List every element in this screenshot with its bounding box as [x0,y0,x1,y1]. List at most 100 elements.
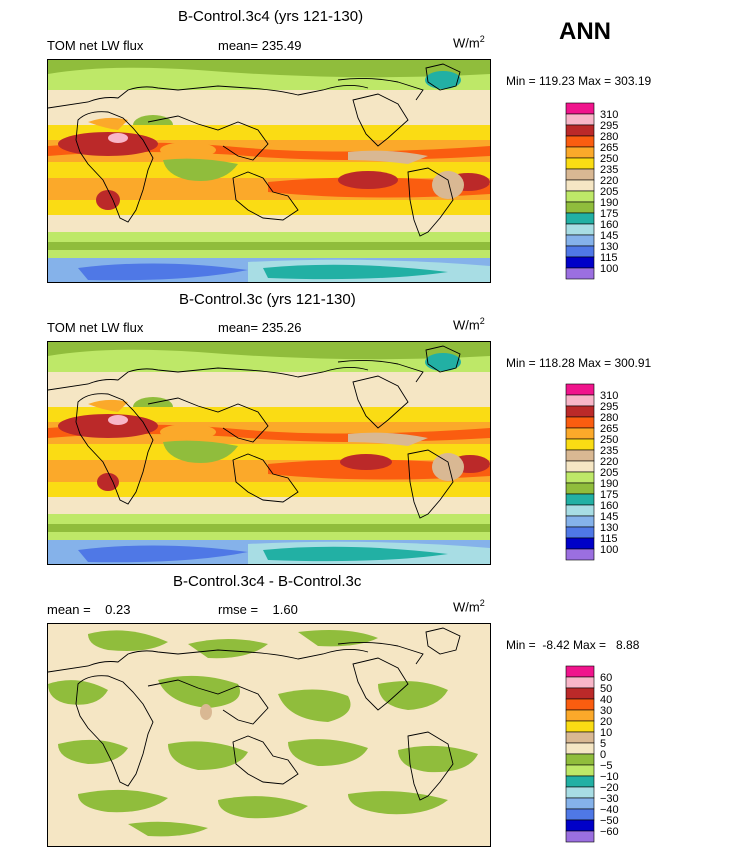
colorbar-tick-label: 5 [600,738,606,750]
colorbar-swatch [565,482,595,495]
colorbar-tick-label: 115 [600,252,618,264]
colorbar-swatch [565,537,595,550]
colorbar-swatch [565,775,595,788]
colorbar-tick-label: 175 [600,208,618,220]
colorbar-swatch [565,460,595,473]
colorbar-tick-label: 130 [600,522,618,534]
panel-1-map-field [48,60,490,282]
panel-1-units: W/m2 [453,34,485,51]
colorbar-swatch [565,676,595,689]
colorbar-swatch [565,819,595,832]
panel-2-map-field [48,342,490,564]
panel-3-rmse-label: rmse = 1.60 [218,602,298,617]
panel-3-units: W/m2 [453,598,485,615]
colorbar-tick-label: 250 [600,153,618,165]
colorbar-swatch [565,416,595,429]
colorbar-tick-label: 265 [600,423,618,435]
colorbar-tick-label: 205 [600,467,618,479]
colorbar-swatch [565,394,595,407]
colorbar-swatch [565,786,595,799]
colorbar-tick-label: 115 [600,533,618,545]
colorbar-swatch [565,471,595,484]
colorbar-swatch [565,179,595,192]
colorbar-swatch [565,687,595,700]
colorbar-swatch [565,449,595,462]
colorbar-tick-label: 10 [600,727,612,739]
colorbar-tick-label: 310 [600,390,618,402]
colorbar-swatch [565,223,595,236]
colorbar-tick-label: 250 [600,434,618,446]
colorbar-swatch [565,504,595,517]
panel-3-map-field [48,624,490,846]
colorbar-swatch [565,256,595,269]
colorbar-tick-label: 100 [600,544,618,556]
panel-2-units: W/m2 [453,316,485,333]
colorbar-tick-label: −40 [600,804,619,816]
panel-1-colorbar-svg: 3102952802652502352202051901751601451301… [565,102,618,280]
colorbar-swatch [565,212,595,225]
colorbar-tick-label: 0 [600,749,606,761]
colorbar-tick-label: 175 [600,489,618,501]
colorbar-tick-label: −5 [600,760,613,772]
colorbar-tick-label: −50 [600,815,619,827]
panel-3-minmax: Min = -8.42 Max = 8.88 [506,638,640,652]
colorbar-swatch [565,168,595,181]
colorbar-swatch [565,157,595,170]
colorbar-tick-label: 295 [600,120,618,132]
colorbar-swatch [565,493,595,506]
colorbar-swatch [565,720,595,733]
colorbar-swatch [565,201,595,214]
colorbar-swatch [565,102,595,115]
colorbar-tick-label: 280 [600,412,618,424]
colorbar-tick-label: 220 [600,456,618,468]
panel-2-map [47,341,491,565]
colorbar-swatch [565,515,595,528]
colorbar-swatch [565,124,595,137]
panel-2-title: B-Control.3c (yrs 121-130) [179,291,356,308]
panel-1-variable-label: TOM net LW flux [47,38,144,53]
colorbar-swatch [565,405,595,418]
panel-1-minmax: Min = 119.23 Max = 303.19 [506,74,652,88]
colorbar-swatch [565,113,595,126]
colorbar-tick-label: −10 [600,771,619,783]
colorbar-tick-label: 265 [600,142,618,154]
panel-2-minmax: Min = 118.28 Max = 300.91 [506,356,652,370]
colorbar-swatch [565,234,595,247]
panel-3-colorbar: 60 50 40 30 20 10 5 0 −5 −10 −20 −30 −40 −50 −60 [565,665,636,843]
panel-2-colorbar: 310 295 280 265 250 235 220 205 190 175 160 145 130 1… [565,383,636,561]
colorbar-tick-label: 190 [600,478,618,490]
colorbar-swatch [565,808,595,821]
colorbar-tick-label: −20 [600,782,619,794]
colorbar-tick-label: −30 [600,793,619,805]
colorbar-tick-label: 40 [600,694,612,706]
colorbar-swatch [565,742,595,755]
colorbar-swatch [565,548,595,561]
colorbar-swatch [565,797,595,810]
colorbar-swatch [565,427,595,440]
colorbar-swatch [565,135,595,148]
colorbar-swatch [565,753,595,766]
colorbar-tick-label: 50 [600,683,612,695]
colorbar-swatch [565,698,595,711]
colorbar-tick-label: 100 [600,263,618,275]
colorbar-swatch [565,245,595,258]
panel-1-map [47,59,491,283]
colorbar-swatch [565,267,595,280]
colorbar-swatch [565,709,595,722]
panel-1-mean-label: mean= 235.49 [218,38,302,53]
colorbar-swatch [565,526,595,539]
colorbar-swatch [565,190,595,203]
season-label: ANN [559,18,611,45]
panel-1-title: B-Control.3c4 (yrs 121-130) [178,8,364,25]
panel-3-mean-label: mean = 0.23 [47,602,131,617]
colorbar-tick-label: 20 [600,716,612,728]
colorbar-tick-label: 160 [600,500,618,512]
colorbar-swatch [565,665,595,678]
colorbar-tick-label: −60 [600,826,619,838]
colorbar-tick-label: 130 [600,241,618,253]
colorbar-tick-label: 145 [600,511,618,523]
colorbar-swatch [565,731,595,744]
panel-2-variable-label: TOM net LW flux [47,320,144,335]
colorbar-tick-label: 280 [600,131,618,143]
